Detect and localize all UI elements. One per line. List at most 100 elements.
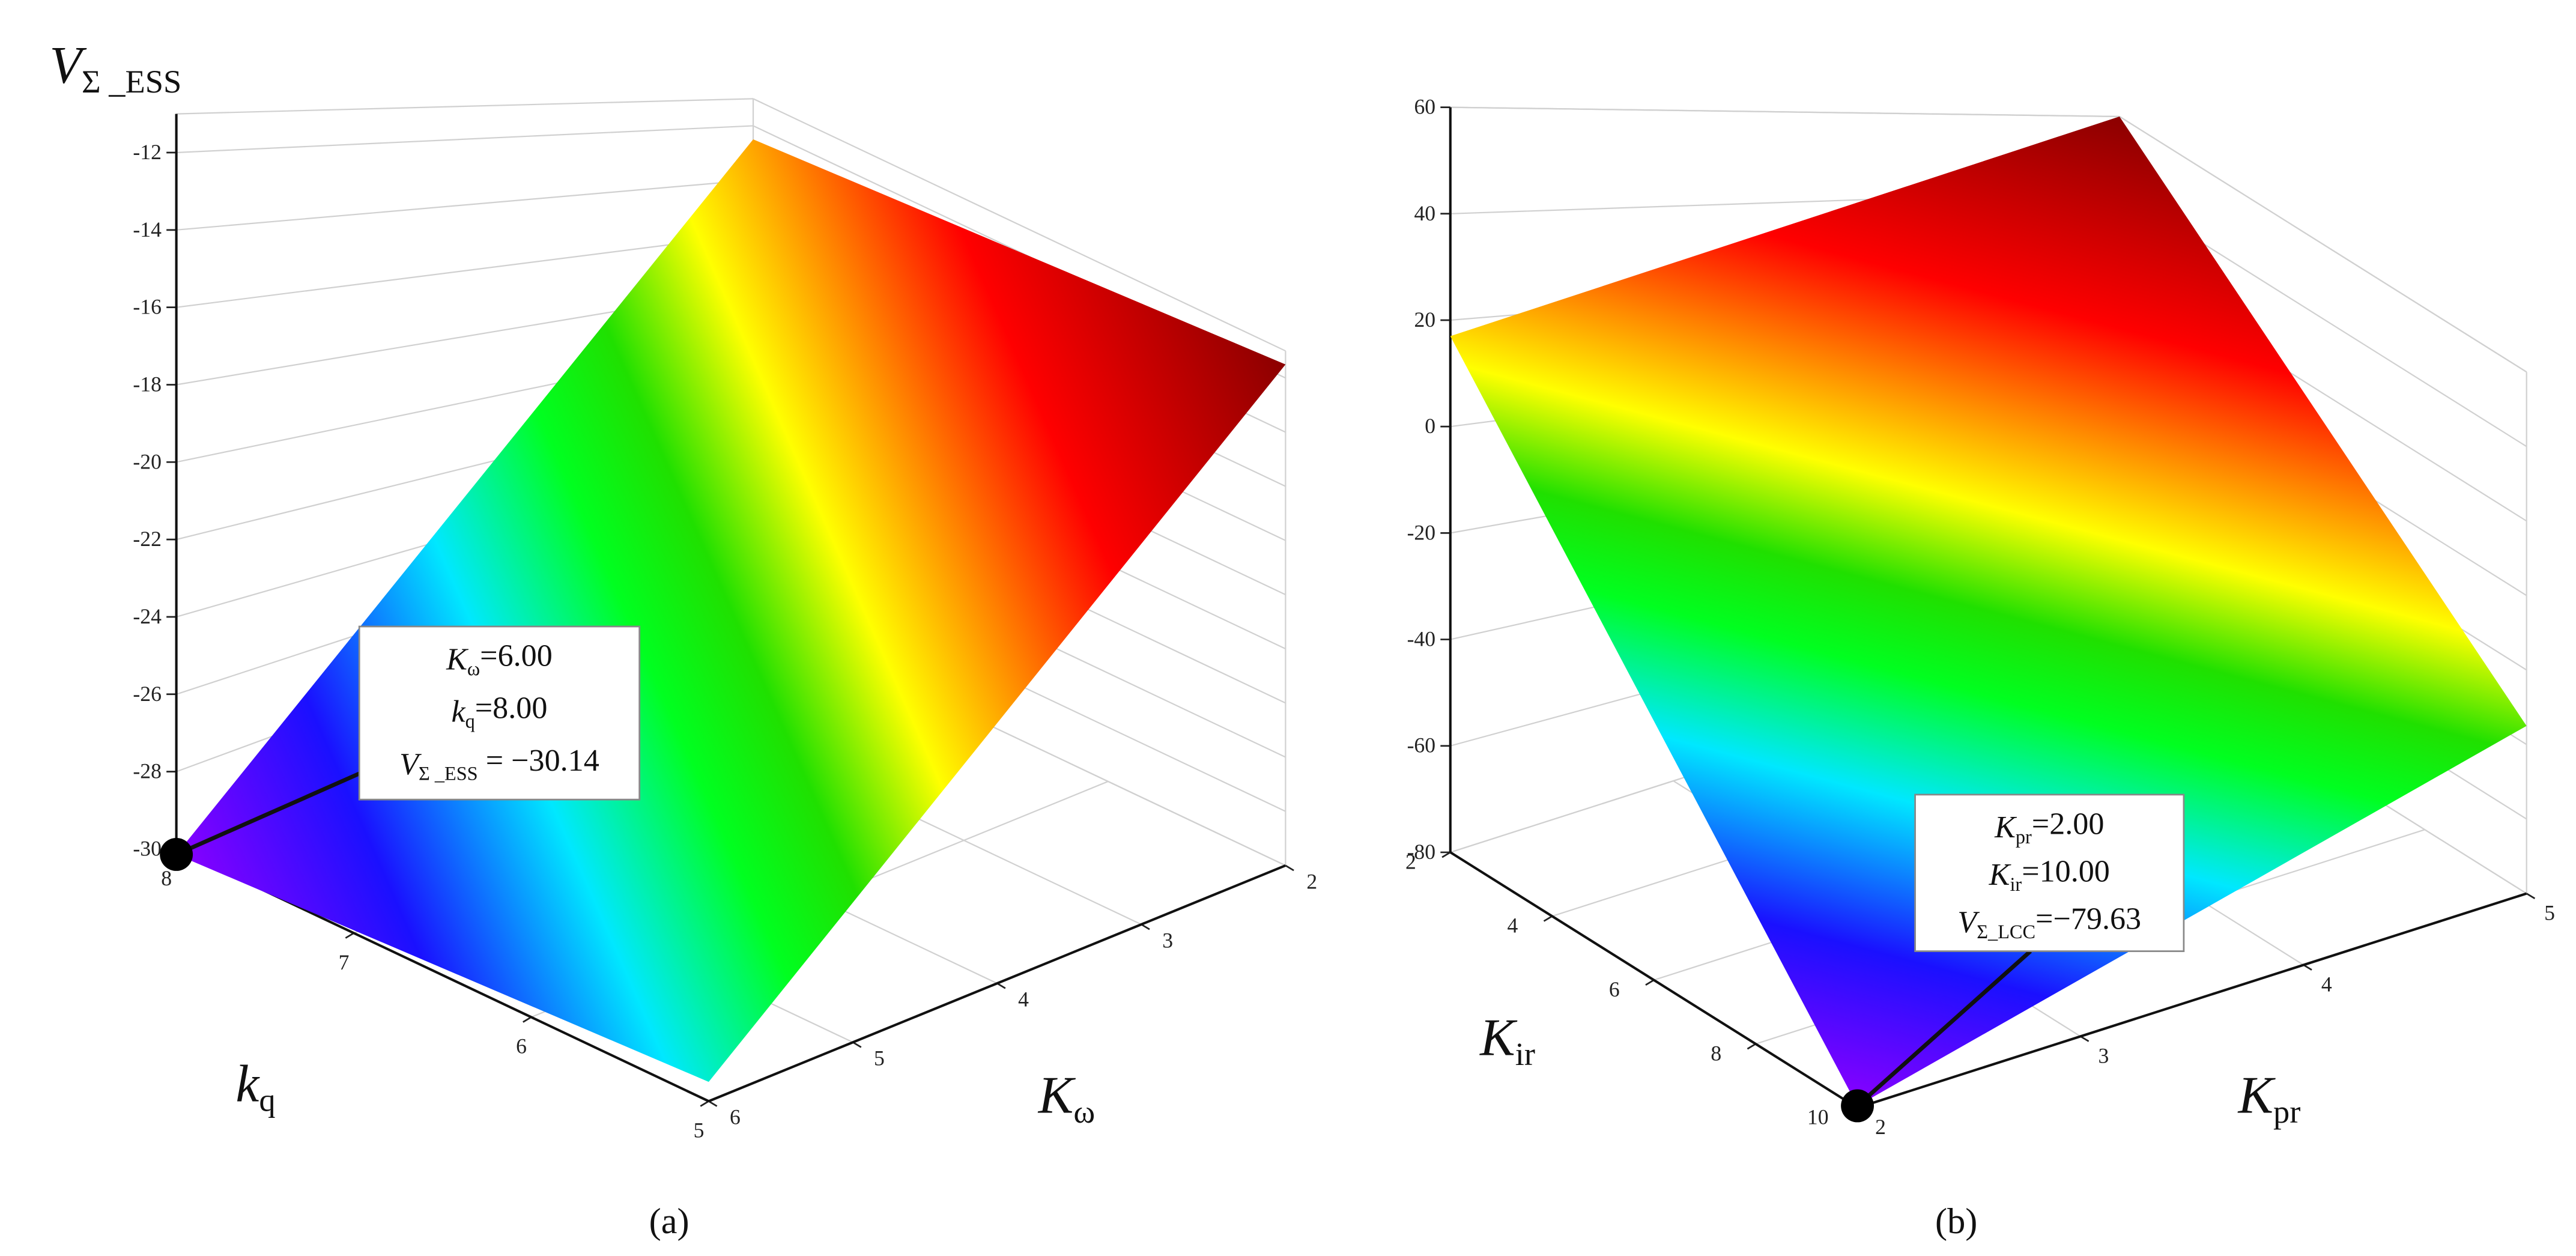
y-tick-label: 10 xyxy=(1807,1105,1829,1129)
annotation-line-sub: Σ_LCC xyxy=(1977,921,2035,942)
z-tick-label: -22 xyxy=(133,527,162,551)
tick-mark xyxy=(996,982,1006,989)
x-axis xyxy=(1856,892,2527,1109)
tick-mark xyxy=(1747,1043,1756,1050)
y-tick-label: 7 xyxy=(339,950,350,974)
tick-mark xyxy=(345,932,354,939)
annotation-line: Kpr=2.00 xyxy=(1994,807,2104,848)
x-axis-title-main: K xyxy=(1037,1066,1076,1124)
grid-line xyxy=(176,179,754,231)
y-tick-label: 2 xyxy=(1405,849,1416,873)
x-axis-title-sub: pr xyxy=(2273,1093,2300,1130)
point-marker xyxy=(1841,1089,1874,1123)
x-tick-label: 3 xyxy=(1162,928,1173,952)
y-axis-title: Kir xyxy=(1479,1008,1535,1072)
z-tick-label: 20 xyxy=(1414,308,1435,332)
tick-mark xyxy=(1285,864,1294,872)
annotation-line-rest: =6.00 xyxy=(480,639,553,673)
x-axis-title: Kpr xyxy=(2237,1066,2300,1130)
z-axis-title-main: V xyxy=(49,35,87,94)
box-edge xyxy=(753,98,1286,352)
z-tick-label: 60 xyxy=(1414,95,1435,119)
annotation-line: Kir=10.00 xyxy=(1989,854,2110,895)
z-tick-label: -80 xyxy=(1407,840,1436,864)
annotation-line-sub: q xyxy=(465,710,475,732)
z-tick-label: -28 xyxy=(133,759,162,783)
x-axis-title-sub: ω xyxy=(1073,1093,1095,1130)
annotation-line-rest: =10.00 xyxy=(2022,854,2110,888)
x-axis xyxy=(708,864,1286,1103)
tick-mark xyxy=(852,1042,862,1048)
z-tick-label: 0 xyxy=(1425,414,1435,438)
y-axis-title-main: k xyxy=(235,1054,260,1112)
y-tick-label: 8 xyxy=(161,866,172,890)
x-tick-label: 4 xyxy=(2321,972,2332,996)
z-tick-label: -26 xyxy=(133,682,162,706)
z-tick-label: -20 xyxy=(1407,520,1436,544)
z-tick-label: -14 xyxy=(133,217,162,241)
annotation-line-main: K xyxy=(1994,810,2017,845)
annotation-box xyxy=(358,625,641,801)
annotation-line-main: K xyxy=(1989,858,2011,892)
y-tick-label: 6 xyxy=(516,1034,527,1058)
z-tick-label: -12 xyxy=(133,140,162,164)
y-tick-label: 6 xyxy=(1609,977,1620,1001)
annotation-line-main: V xyxy=(1957,905,1980,939)
annotation-line-rest: =8.00 xyxy=(475,691,548,726)
tick-mark xyxy=(2526,893,2536,899)
z-tick-label: -16 xyxy=(133,295,162,319)
grid-line xyxy=(1450,106,2120,118)
y-tick-label: 8 xyxy=(1711,1041,1721,1065)
x-axis-title-main: K xyxy=(2237,1066,2276,1124)
panel-label: (a) xyxy=(649,1201,689,1242)
y-axis-title-sub: ir xyxy=(1515,1036,1535,1072)
z-tick-label: -40 xyxy=(1407,627,1436,651)
annotation-box xyxy=(1914,793,2185,952)
z-axis-title-sub: Σ _ESS xyxy=(82,63,181,100)
grid-line xyxy=(2119,116,2527,373)
grid-line xyxy=(176,233,754,308)
annotation-line-main: K xyxy=(446,642,468,676)
z-axis-title: VΣ _ESS xyxy=(49,35,181,99)
annotation-line-sub: Σ _ESS xyxy=(419,763,478,784)
tick-mark xyxy=(700,1100,709,1107)
x-tick-label: 5 xyxy=(2544,900,2555,924)
surface xyxy=(1450,116,2527,1106)
point-marker xyxy=(160,838,193,871)
y-tick-label: 4 xyxy=(1507,914,1518,938)
y-axis-title-main: K xyxy=(1479,1008,1518,1066)
leader-line xyxy=(1856,950,2032,1108)
annotation-line-sub: ω xyxy=(467,658,480,679)
annotation-line-main: V xyxy=(399,747,422,781)
box-edge xyxy=(176,98,754,115)
y-axis-title: kq xyxy=(235,1054,275,1118)
panel-label: (b) xyxy=(1935,1201,1977,1242)
annotation-line-main: k xyxy=(451,695,465,729)
annotation-line-sub: ir xyxy=(2010,873,2022,895)
z-tick-label: -24 xyxy=(133,604,162,628)
x-tick-label: 4 xyxy=(1018,988,1029,1012)
y-axis-title-sub: q xyxy=(259,1082,275,1118)
tick-mark xyxy=(1645,979,1655,986)
x-tick-label: 6 xyxy=(730,1105,741,1129)
z-tick-label: -60 xyxy=(1407,733,1436,757)
tick-mark xyxy=(708,1100,718,1107)
tick-mark xyxy=(1441,851,1451,858)
y-axis xyxy=(1449,851,1858,1109)
x-tick-label: 2 xyxy=(1875,1115,1886,1139)
z-tick-label: -20 xyxy=(133,449,162,473)
z-tick-label: -30 xyxy=(133,836,162,860)
annotation-line: VΣ_LCC=−79.63 xyxy=(1957,902,2141,942)
x-tick-label: 3 xyxy=(2098,1043,2109,1067)
z-tick-label: 40 xyxy=(1414,201,1435,225)
tick-mark xyxy=(1141,923,1150,930)
annotation-line-rest: =−79.63 xyxy=(2035,902,2141,936)
annotation-line: VΣ _ESS = −30.14 xyxy=(399,744,599,784)
z-tick-label: -18 xyxy=(133,372,162,396)
tick-mark xyxy=(1543,915,1553,922)
x-tick-label: 5 xyxy=(874,1046,885,1070)
annotation-line-rest: =2.00 xyxy=(2032,807,2105,841)
annotation-line-rest: = −30.14 xyxy=(478,744,599,778)
x-tick-label: 2 xyxy=(1306,869,1317,893)
